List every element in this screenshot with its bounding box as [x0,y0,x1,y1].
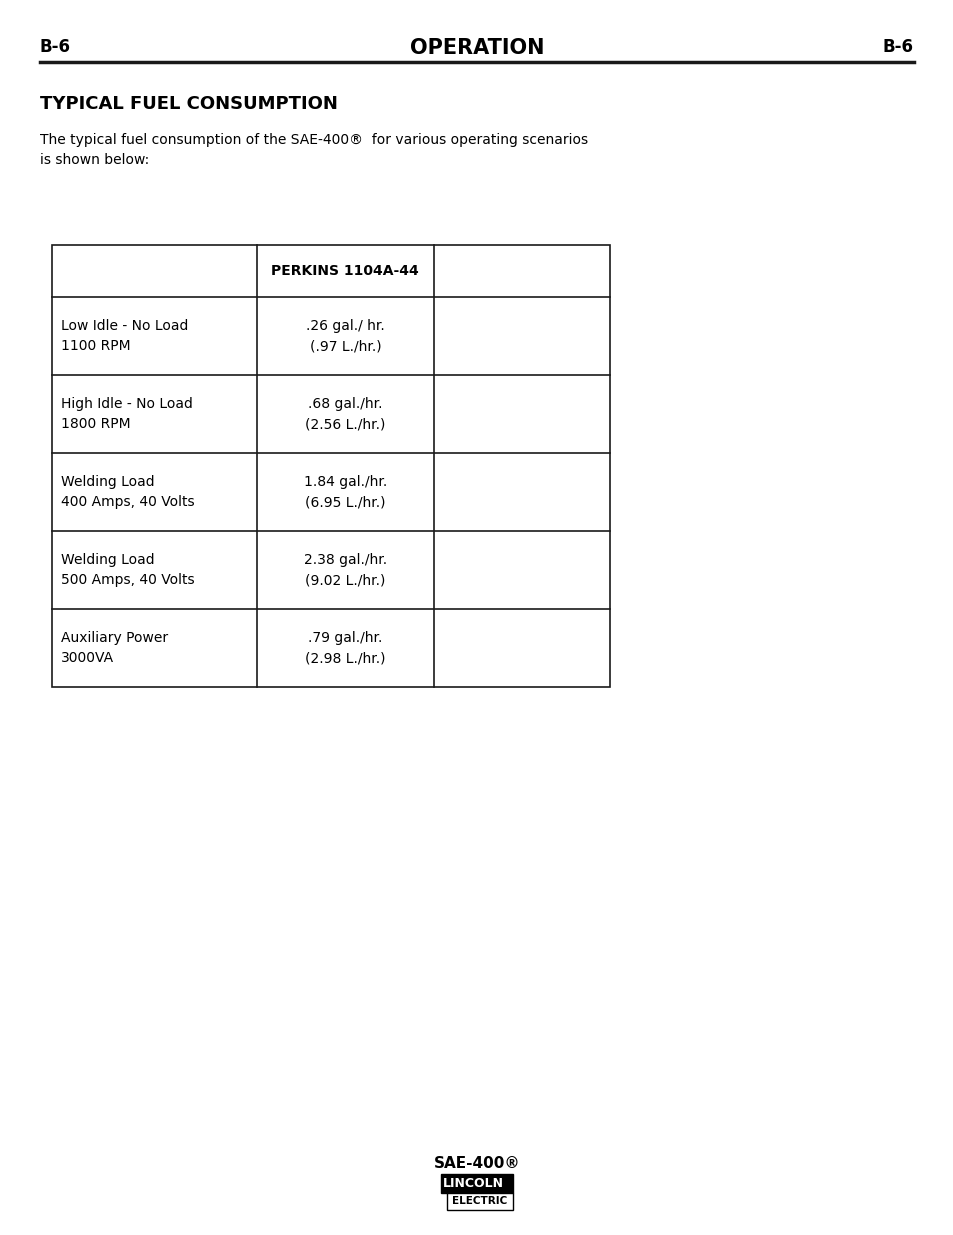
Text: .79 gal./hr.
(2.98 L./hr.): .79 gal./hr. (2.98 L./hr.) [305,631,385,664]
Text: .26 gal./ hr.
(.97 L./hr.): .26 gal./ hr. (.97 L./hr.) [306,319,384,353]
Text: 1.84 gal./hr.
(6.95 L./hr.): 1.84 gal./hr. (6.95 L./hr.) [303,475,387,509]
Text: Low Idle - No Load
1100 RPM: Low Idle - No Load 1100 RPM [61,319,188,353]
Text: SAE-400®: SAE-400® [434,1156,519,1171]
Text: 2.38 gal./hr.
(9.02 L./hr.): 2.38 gal./hr. (9.02 L./hr.) [303,553,387,587]
Text: TYPICAL FUEL CONSUMPTION: TYPICAL FUEL CONSUMPTION [40,95,337,112]
Text: B-6: B-6 [882,38,913,56]
Text: Welding Load
500 Amps, 40 Volts: Welding Load 500 Amps, 40 Volts [61,553,194,587]
Text: ·: · [505,1177,508,1188]
Text: Auxiliary Power
3000VA: Auxiliary Power 3000VA [61,631,168,664]
Text: .68 gal./hr.
(2.56 L./hr.): .68 gal./hr. (2.56 L./hr.) [305,396,385,431]
Bar [52,245,610,687]
Text: LINCOLN: LINCOLN [442,1177,503,1191]
Bar [447,1193,513,1210]
Text: High Idle - No Load
1800 RPM: High Idle - No Load 1800 RPM [61,396,193,431]
Bar [440,1174,513,1193]
Text: B-6: B-6 [40,38,71,56]
Text: PERKINS 1104A-44: PERKINS 1104A-44 [272,264,418,278]
Text: ELECTRIC: ELECTRIC [452,1197,507,1207]
Text: Welding Load
400 Amps, 40 Volts: Welding Load 400 Amps, 40 Volts [61,475,194,509]
Text: OPERATION: OPERATION [410,38,543,58]
Text: The typical fuel consumption of the SAE-400®  for various operating scenarios
is: The typical fuel consumption of the SAE-… [40,133,587,167]
